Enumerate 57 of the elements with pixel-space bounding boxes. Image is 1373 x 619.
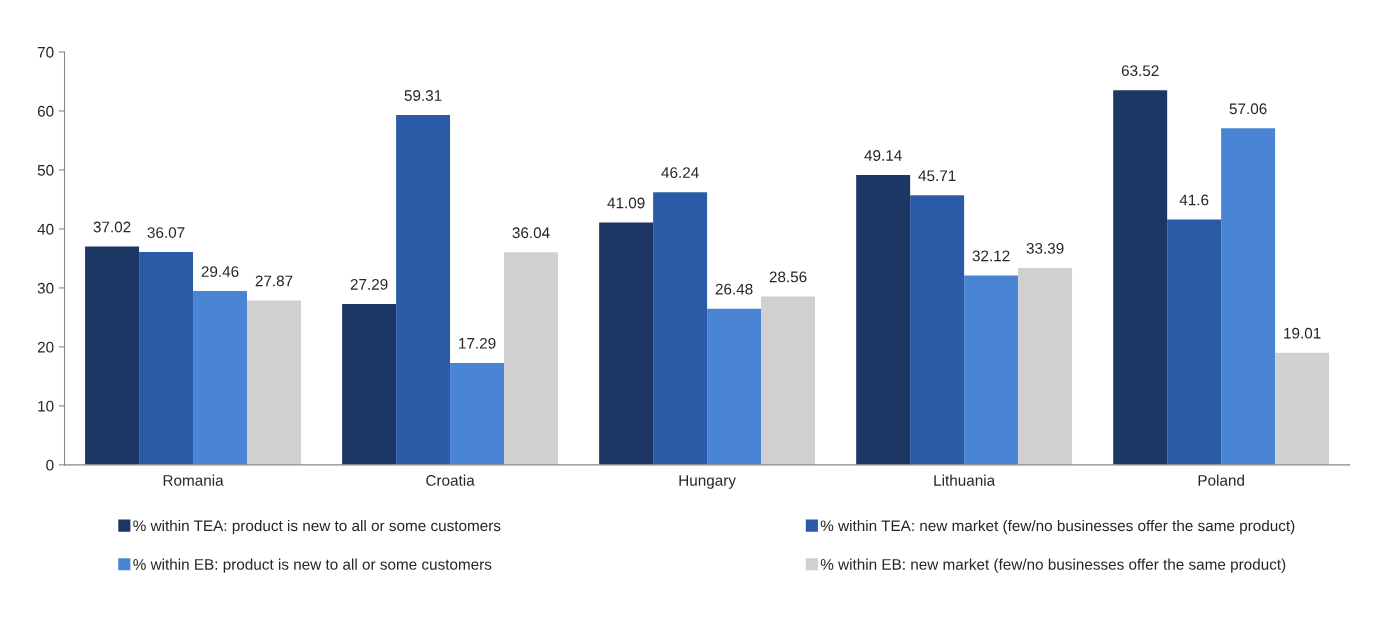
data-label: 37.02 [93,221,131,233]
data-label: 36.07 [147,227,185,238]
legend-label: % within EB: product is new to all or some customers [133,558,492,573]
data-label: 57.06 [1229,103,1267,115]
y-tick-label: 30 [37,282,54,294]
bar [504,252,559,465]
x-tick-label: Romania [163,474,224,486]
bar [761,296,816,465]
y-tick-label: 60 [37,105,54,117]
x-tick-label: Poland [1198,474,1244,486]
y-tick-label: 0 [46,459,54,471]
data-label: 33.39 [1026,242,1064,254]
data-label: 32.12 [972,250,1010,262]
data-label: 26.48 [715,283,753,295]
bar [707,308,762,465]
data-label: 49.14 [864,150,902,161]
bar [599,222,654,465]
bar [1113,90,1168,465]
x-tick-label: Lithuania [934,474,996,486]
y-tick-label: 50 [37,164,54,176]
bar [396,115,451,465]
bar [910,195,965,465]
data-label: 63.52 [1121,65,1159,77]
bar [193,291,248,465]
data-label: 28.56 [769,271,807,283]
data-label: 46.24 [661,167,699,179]
data-label: 27.29 [350,278,388,290]
data-label: 59.31 [404,90,442,101]
legend-label: % within TEA: new market (few/no businesses offer the same product) [820,519,1295,535]
data-label: 19.01 [1284,327,1321,339]
bar [450,362,505,465]
bar [1167,219,1222,465]
bar [1275,352,1330,465]
data-label: 36.04 [512,227,550,239]
data-label: 17.29 [459,337,496,349]
bar [856,175,911,465]
bar [653,192,708,465]
x-tick-label: Croatia [426,474,475,486]
bar [1018,267,1073,465]
y-tick-label: 10 [38,400,54,412]
y-tick-label: 40 [37,223,54,235]
legend-label: % within TEA: product is new to all or some customers [133,519,501,535]
bar [247,300,301,465]
data-label: 27.87 [255,275,293,287]
y-tick-label: 70 [37,46,54,58]
bar [964,275,1019,465]
data-label: 45.71 [918,170,956,182]
bar [139,252,194,465]
data-label: 41.09 [607,197,645,209]
data-label: 29.46 [201,266,239,277]
bar [85,246,140,465]
legend-label: % within EB: new market (few/no businesses offer the same product) [820,558,1286,573]
x-tick-label: Hungary [679,475,736,489]
y-tick-label: 20 [37,341,54,353]
bar [1221,128,1276,465]
bar [342,303,397,465]
data-label: 41.6 [1179,194,1209,206]
